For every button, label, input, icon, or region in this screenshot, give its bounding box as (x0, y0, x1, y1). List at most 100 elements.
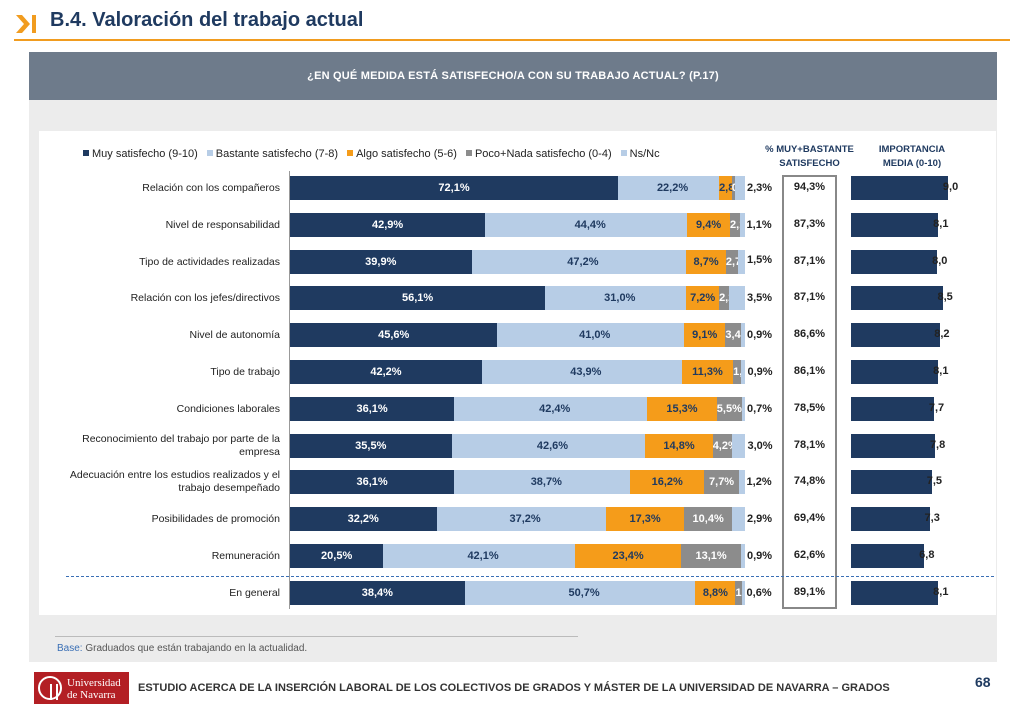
category-axis (289, 171, 290, 609)
bar-segment-nsnc (731, 507, 745, 532)
data-label-algo: 8,8% (702, 586, 728, 599)
legend-swatch-bastante (206, 150, 213, 156)
bar-segment-poco (735, 580, 742, 605)
bar-segment-muy (290, 176, 619, 200)
data-label-muy: 42,2% (370, 366, 402, 378)
bar-segment-muy (290, 580, 465, 605)
data-label-nsnc: 1,2% (746, 476, 772, 489)
bar-segment-poco (704, 470, 740, 495)
data-label-bastante: 22,2% (656, 182, 689, 194)
category-label: Posibilidades de promoción (151, 513, 280, 526)
category-label: Adecuación entre los estudios realizados… (69, 469, 280, 495)
data-label-poco: 10,4% (692, 513, 724, 526)
pct-muy-bastante-value: 87,1% (793, 254, 826, 267)
bar-segment-nsnc (734, 176, 745, 200)
importance-value: 7,8 (929, 438, 946, 451)
data-label-nsnc: 0,9% (747, 329, 773, 342)
data-label-nsnc: 1,1% (746, 218, 772, 231)
pct-muy-bastante-value: 87,3% (793, 217, 826, 230)
legend-swatch-muy (83, 150, 89, 156)
bar-segment-algo (645, 433, 713, 458)
data-label-muy: 38,4% (361, 586, 393, 599)
data-label-muy: 39,9% (365, 255, 397, 268)
data-label-bastante: 31,0% (604, 292, 636, 305)
data-label-muy: 56,1% (402, 292, 434, 305)
bar-segment-algo (695, 580, 736, 605)
bar-segment-nsnc (741, 360, 746, 384)
importance-value: 8,1 (933, 365, 949, 377)
data-label-muy: 36,1% (356, 476, 388, 489)
logo-line2: de Navarra (67, 689, 116, 701)
bar-segment-poco (719, 286, 730, 311)
data-label-algo: 15,3% (666, 402, 698, 415)
bar-segment-algo (687, 212, 730, 237)
data-label-poco: 4,2% (712, 439, 732, 452)
bar-segment-nsnc (740, 323, 745, 348)
pct-muy-bastante-value: 86,6% (793, 328, 826, 341)
data-label-bastante: 44,4% (574, 218, 606, 231)
bar-segment-bastante (383, 544, 575, 568)
bar-segment-bastante (485, 212, 688, 237)
bar-segment-bastante (454, 396, 648, 421)
bar-segment-nsnc (729, 286, 745, 311)
importance-value: 7,5 (926, 475, 942, 488)
university-logo: Universidad de Navarra (34, 672, 129, 704)
bar-segment-poco (725, 249, 739, 274)
importance-bar (851, 507, 930, 532)
data-label-muy: 35,5% (355, 439, 387, 452)
data-label-nsnc: 0,9% (747, 550, 773, 562)
bar-segment-algo (684, 323, 726, 348)
bar-segment-poco (731, 176, 735, 200)
category-label: Tipo de trabajo (210, 366, 280, 378)
legend-item-poco: Poco+Nada satisfecho (0-4) (465, 148, 612, 160)
seal-icon (38, 676, 62, 700)
pct-muy-bastante-value: 87,1% (793, 291, 826, 304)
legend-label-bastante: Bastante satisfecho (7-8) (215, 148, 339, 160)
bar-segment-bastante (482, 360, 682, 384)
bar-segment-bastante (497, 323, 685, 348)
pct-muy-bastante-value: 62,6% (793, 549, 826, 561)
legend-item-bastante: Bastante satisfecho (7-8) (206, 148, 339, 160)
bar-segment-nsnc (741, 580, 745, 605)
data-label-nsnc: 3,0% (747, 439, 773, 452)
data-label-algo: 17,3% (629, 513, 661, 526)
data-label-muy: 32,2% (347, 513, 379, 526)
bar-segment-poco (681, 544, 741, 568)
data-label-muy: 20,5% (321, 550, 353, 562)
legend-swatch-poco (465, 150, 472, 156)
bar-segment-algo (719, 176, 732, 200)
category-label: Nivel de responsabilidad (165, 218, 280, 231)
data-label-poco: 3,4% (725, 329, 741, 342)
data-label-nsnc: 0,6% (746, 586, 772, 599)
base-note: Base: Graduados que están trabajando en … (57, 643, 307, 654)
importance-bar (851, 580, 939, 605)
bar-segment-poco (729, 212, 740, 237)
bar-segment-muy (290, 249, 472, 274)
data-label-algo: 9,1% (692, 329, 718, 342)
bar-segment-bastante (464, 580, 696, 605)
legend-label-poco: Poco+Nada satisfecho (0-4) (474, 148, 612, 160)
category-label: Relación con los compañeros (142, 182, 280, 194)
data-label-nsnc: 2,9% (747, 513, 773, 526)
data-label-nsnc: 2,3% (747, 182, 773, 194)
importance-bar (851, 323, 940, 348)
pct-muy-bastante-value: 69,4% (793, 512, 826, 525)
pct-muy-bastante-value: 94,3% (793, 181, 826, 193)
base-label: Base: (57, 643, 83, 654)
data-label-poco: 7,7% (709, 476, 735, 489)
imp-header-line1: IMPORTANCIA (878, 144, 946, 155)
importance-bar (851, 212, 939, 237)
data-label-poco: 1,4% (735, 586, 742, 599)
data-label-poco: 0,6% (732, 176, 735, 200)
sat-header-line2: SATISFECHO (779, 158, 840, 169)
data-label-bastante: 42,4% (539, 402, 571, 415)
bar-segment-bastante (436, 507, 606, 532)
importance-bar (851, 433, 936, 458)
bar-segment-muy (290, 360, 482, 384)
category-label: Reconocimiento del trabajo por parte de … (82, 432, 280, 458)
imp-header-line2: MEDIA (0-10) (882, 158, 942, 169)
data-label-bastante: 41,0% (579, 329, 611, 342)
importance-bar (851, 176, 949, 200)
bar-segment-poco (712, 433, 732, 458)
data-label-bastante: 42,1% (467, 550, 499, 562)
